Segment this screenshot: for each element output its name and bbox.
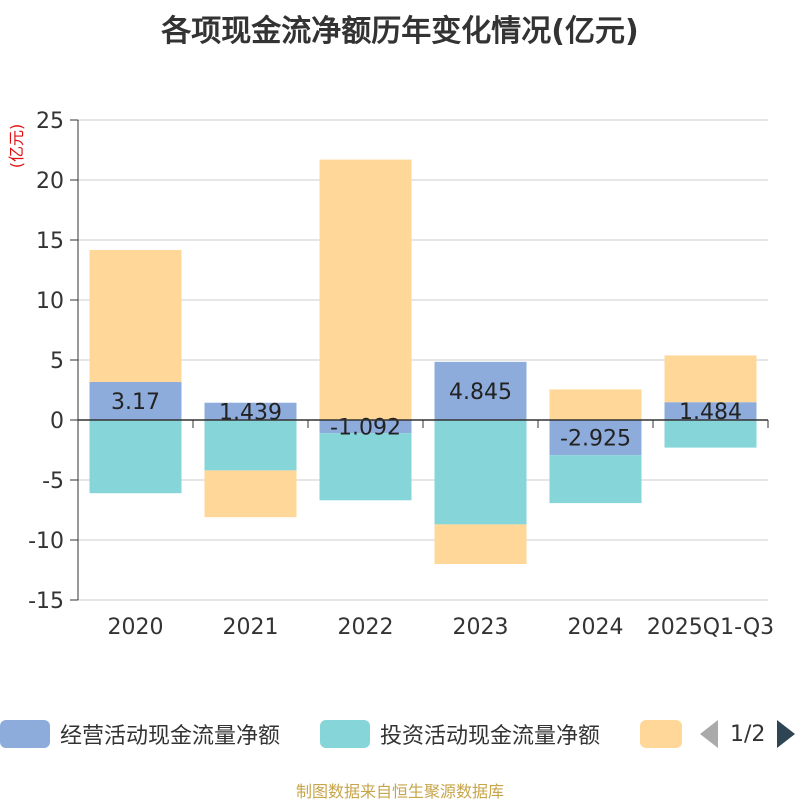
page-indicator: 1/2 [730, 722, 765, 747]
x-tick-label: 2022 [338, 615, 394, 640]
legend-swatch-financing [640, 720, 682, 748]
bar-investing [435, 420, 527, 524]
previous-page-icon[interactable] [700, 720, 718, 748]
data-source-note: 制图数据来自恒生聚源数据库 [0, 778, 800, 802]
bar-financing [205, 470, 297, 517]
x-tick-label: 2023 [453, 615, 509, 640]
legend-swatch-investing [320, 720, 370, 748]
next-page-icon[interactable] [777, 720, 795, 748]
bar-financing [90, 250, 182, 382]
data-label: 3.17 [111, 390, 160, 415]
x-tick-label: 2021 [223, 615, 279, 640]
bar-investing [550, 455, 642, 503]
y-tick-label: 20 [36, 169, 64, 194]
y-tick-label: -15 [28, 589, 64, 614]
bar-financing [320, 160, 412, 420]
data-label: 1.484 [679, 400, 742, 425]
bar-investing [90, 420, 182, 493]
legend-swatch-operating [0, 720, 50, 748]
y-tick-label: -10 [28, 529, 64, 554]
legend-label-investing: 投资活动现金流量净额 [380, 718, 600, 750]
y-tick-label: 5 [50, 349, 64, 374]
y-tick-label: 0 [50, 409, 64, 434]
data-label: 4.845 [449, 380, 512, 405]
x-tick-label: 2020 [108, 615, 164, 640]
bar-investing [205, 420, 297, 470]
data-label: 1.439 [219, 400, 282, 425]
chart-area: -15 -10 -5 0 5 10 15 20 25 (亿元) 3.17 2020 1.439 2021 -… [0, 0, 800, 700]
bar-financing [435, 524, 527, 564]
data-label: -2.925 [560, 427, 631, 452]
legend-item-investing[interactable]: 投资活动现金流量净额 [320, 716, 600, 752]
x-tick-label: 2024 [568, 615, 624, 640]
legend-label-operating: 经营活动现金流量净额 [60, 718, 280, 750]
legend-item-financing[interactable] [640, 716, 682, 752]
y-tick-label: 10 [36, 289, 64, 314]
x-tick-label: 2025Q1-Q3 [647, 615, 774, 640]
y-tick-label: 25 [36, 109, 64, 134]
legend-pager: 1/2 [700, 716, 795, 752]
y-tick-label: 15 [36, 229, 64, 254]
y-tick-label: -5 [42, 469, 64, 494]
bar-financing [550, 389, 642, 420]
bar-investing [320, 433, 412, 500]
bar-financing [665, 355, 757, 402]
y-axis-label: (亿元) [7, 124, 26, 169]
legend-item-operating[interactable]: 经营活动现金流量净额 [0, 716, 280, 752]
